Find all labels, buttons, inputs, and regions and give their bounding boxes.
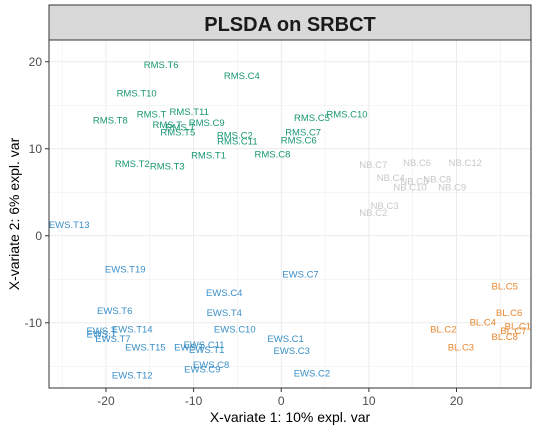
data-point-label: BL.C1 <box>505 322 531 333</box>
data-point-label: EWS.T15 <box>125 343 166 354</box>
data-point-label: RMS.C4 <box>224 71 260 82</box>
data-point-label: RMS.T8 <box>93 116 128 127</box>
y-tick-label: 10 <box>29 142 43 156</box>
data-point-label: BL.C7 <box>500 326 526 337</box>
axes: -20 -10 0 10 20 -10 0 10 20 <box>25 55 464 408</box>
data-point-label: EWS.C7 <box>282 270 318 281</box>
y-tick-label: -10 <box>25 316 43 330</box>
data-point-label: NB.C9 <box>438 183 466 194</box>
data-point-label: NB.C10 <box>393 183 426 194</box>
data-point-label: RMS.T <box>153 120 183 131</box>
data-point-label: NB.C4 <box>377 173 405 184</box>
title-strip <box>48 4 532 41</box>
data-point-label: RMS.C11 <box>217 136 257 147</box>
data-point-label: EWS.C8 <box>193 360 229 371</box>
grid-lines <box>49 40 531 388</box>
x-tick-label: 20 <box>450 394 464 408</box>
data-point-label: EWS.T <box>87 326 117 337</box>
data-point-label: EWS.T19 <box>105 264 146 275</box>
data-point-label: RMS.C6 <box>281 136 317 147</box>
data-point-label: EWS.T14 <box>112 324 153 335</box>
data-point-label: EWS.T13 <box>49 220 90 231</box>
data-point-label: EWS.T12 <box>112 370 153 381</box>
data-point-label: RMS.T <box>166 123 196 134</box>
plot-panel <box>48 39 532 389</box>
x-tick-label: -20 <box>97 394 115 408</box>
data-point-label: EWS.C1 <box>267 334 303 345</box>
x-tick-label: 10 <box>362 394 376 408</box>
data-point-label: EWS.C9 <box>184 364 220 375</box>
data-point-label: EWS.T <box>174 343 204 354</box>
data-point-label: BL.C4 <box>470 317 496 328</box>
data-point-label: NB.C5 <box>400 176 428 187</box>
x-axis-title: X-variate 1: 10% expl. var <box>210 409 371 425</box>
data-point-label: RMS.C2 <box>217 130 253 141</box>
data-point-label: EWS.C10 <box>214 324 256 335</box>
data-point-label: EWS.T <box>87 330 117 341</box>
data-point-label: NB.C8 <box>423 175 451 186</box>
data-point-label: BL.C8 <box>492 332 518 343</box>
data-point-label: EWS.T4 <box>207 308 242 319</box>
y-tick-label: 20 <box>29 55 43 69</box>
data-point-label: RMS.C9 <box>189 118 225 129</box>
data-point-label: EWS.T7 <box>95 334 130 345</box>
x-tick-label: -10 <box>185 394 203 408</box>
data-point-label: EWS.C4 <box>206 288 242 299</box>
data-point-label: RMS.T6 <box>144 60 179 71</box>
x-tick-label: 0 <box>278 394 285 408</box>
data-point-label: RMS.T11 <box>170 107 209 118</box>
data-point-label: EWS.C2 <box>294 369 330 380</box>
data-point-label: EWS.C11 <box>184 340 225 351</box>
data-point-label: EWS.T1 <box>189 345 224 356</box>
data-point-label: RMS.T5 <box>160 128 195 139</box>
data-point-label: RMS.C5 <box>294 113 330 124</box>
data-point-label: BL.C5 <box>492 282 518 293</box>
data-point-label: RMS.T3 <box>150 162 185 173</box>
plot-panel-border <box>48 39 532 389</box>
data-point-label: BL.C3 <box>448 343 474 354</box>
data-point-label: RMS.T10 <box>117 89 157 100</box>
chart-title: PLSDA on SRBCT <box>204 14 375 36</box>
data-point-label: BL.C2 <box>430 324 456 335</box>
y-axis-title: X-variate 2: 6% expl. var <box>6 137 22 290</box>
data-point-label: NB.C3 <box>371 201 399 212</box>
data-point-label: EWS.T6 <box>97 306 132 317</box>
y-tick-label: 0 <box>35 229 42 243</box>
data-point-label: NB.C7 <box>359 160 387 171</box>
data-point-label: EWS.C3 <box>274 346 310 357</box>
data-point-label: NB.C12 <box>449 158 482 169</box>
data-point-label: BL.C6 <box>496 308 522 319</box>
data-point-label: RMS.C7 <box>285 128 321 139</box>
data-point-label: NB.C2 <box>359 208 387 219</box>
data-point-label: RMS.T2 <box>115 159 150 170</box>
data-point-label: RMS.T <box>137 109 167 120</box>
data-point-label: NB.C6 <box>403 158 431 169</box>
data-point-label: RMS.C8 <box>255 149 291 160</box>
data-point-label: RMS.T1 <box>191 150 226 161</box>
data-point-label: RMS.C10 <box>326 109 367 120</box>
